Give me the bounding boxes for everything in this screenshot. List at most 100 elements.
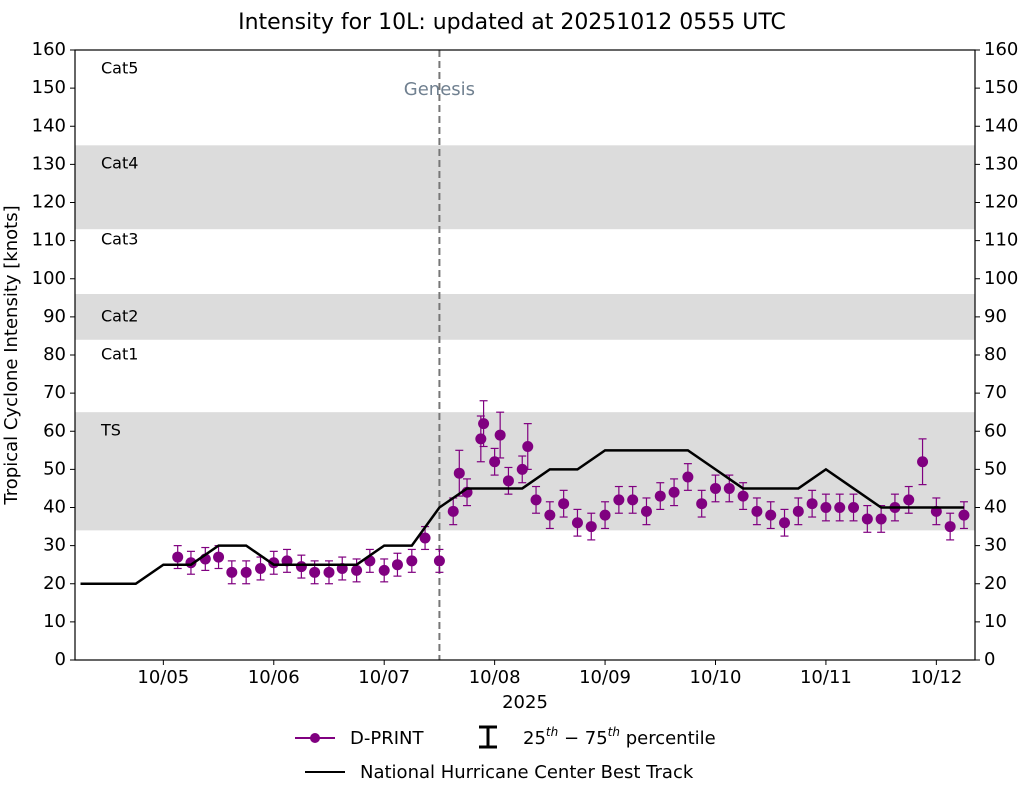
point xyxy=(516,463,528,475)
y2-tick-label: 120 xyxy=(984,192,1018,213)
point xyxy=(613,494,625,506)
point xyxy=(917,456,929,468)
y-tick-label: 110 xyxy=(32,230,66,251)
x-tick-label: 10/10 xyxy=(690,667,742,688)
y2-tick-label: 40 xyxy=(984,497,1007,518)
point xyxy=(494,429,506,441)
point xyxy=(502,475,514,487)
y-tick-label: 10 xyxy=(43,611,66,632)
point xyxy=(737,490,749,502)
point xyxy=(309,566,321,578)
y-tick-label: 60 xyxy=(43,420,66,441)
y-axis-label: Tropical Cyclone Intensity [knots] xyxy=(1,205,22,505)
point xyxy=(958,509,970,521)
category-label: TS xyxy=(100,421,121,440)
point xyxy=(779,517,791,529)
point xyxy=(295,561,307,573)
point xyxy=(723,482,735,494)
x-tick-label: 10/05 xyxy=(137,667,189,688)
y2-tick-label: 160 xyxy=(984,39,1018,60)
point xyxy=(627,494,639,506)
point xyxy=(530,494,542,506)
point xyxy=(447,505,459,517)
y2-tick-label: 130 xyxy=(984,153,1018,174)
point xyxy=(255,563,267,574)
category-label: Cat4 xyxy=(101,154,138,173)
point xyxy=(544,509,556,521)
x-tick-label: 10/07 xyxy=(358,667,410,688)
x-tick-label: 10/12 xyxy=(910,667,962,688)
x-tick-label: 10/11 xyxy=(800,667,852,688)
point xyxy=(875,513,887,525)
point xyxy=(848,502,860,513)
point xyxy=(806,498,818,510)
y-tick-label: 20 xyxy=(43,573,66,594)
category-label: Cat1 xyxy=(101,345,138,364)
point xyxy=(213,551,225,563)
y-tick-label: 130 xyxy=(32,153,66,174)
point xyxy=(903,494,915,506)
y2-tick-label: 0 xyxy=(984,649,995,670)
x-tick-label: 10/08 xyxy=(469,667,521,688)
y-tick-label: 0 xyxy=(55,649,66,670)
point xyxy=(599,509,611,521)
point xyxy=(668,486,680,498)
y-tick-label: 80 xyxy=(43,344,66,365)
point xyxy=(226,566,238,578)
category-label: Cat5 xyxy=(101,59,138,78)
y2-tick-label: 100 xyxy=(984,268,1018,289)
point xyxy=(696,498,708,510)
point xyxy=(558,498,570,510)
point xyxy=(751,505,763,517)
y-tick-label: 40 xyxy=(43,497,66,518)
y2-tick-label: 140 xyxy=(984,115,1018,136)
x-tick-label: 10/06 xyxy=(248,667,300,688)
point xyxy=(792,505,804,517)
point xyxy=(944,521,956,533)
y2-tick-label: 70 xyxy=(984,382,1007,403)
legend-label: 25th − 75th percentile xyxy=(523,725,716,750)
legend-label-part: th xyxy=(608,725,620,739)
point xyxy=(419,532,431,544)
y2-tick-label: 10 xyxy=(984,611,1007,632)
category-label: Cat2 xyxy=(101,307,138,326)
y2-tick-label: 50 xyxy=(984,458,1007,479)
chart-title: Intensity for 10L: updated at 20251012 0… xyxy=(238,10,786,35)
legend-label: National Hurricane Center Best Track xyxy=(360,762,694,783)
point xyxy=(571,517,583,529)
y-tick-label: 160 xyxy=(32,39,66,60)
point xyxy=(172,551,184,563)
legend-label-part: − 75 xyxy=(558,728,607,749)
y2-tick-label: 150 xyxy=(984,77,1018,98)
y-tick-label: 50 xyxy=(43,458,66,479)
legend-label-part: 25 xyxy=(523,728,546,749)
legend-marker xyxy=(310,733,320,743)
point xyxy=(478,418,490,430)
point xyxy=(709,482,721,494)
point xyxy=(861,513,873,525)
legend-label-part: percentile xyxy=(620,728,716,749)
point xyxy=(489,456,501,468)
point xyxy=(765,509,777,521)
point xyxy=(522,441,534,452)
best-track-line xyxy=(80,449,964,585)
y2-tick-label: 80 xyxy=(984,344,1007,365)
y2-tick-label: 60 xyxy=(984,420,1007,441)
legend-label: D-PRINT xyxy=(350,728,424,749)
y-tick-label: 30 xyxy=(43,535,66,556)
point xyxy=(378,564,390,576)
point xyxy=(682,471,694,483)
point xyxy=(654,490,666,502)
y-tick-label: 90 xyxy=(43,306,66,327)
x-tick-label: 10/09 xyxy=(579,667,631,688)
plot-frame xyxy=(74,49,976,661)
y2-tick-label: 20 xyxy=(984,573,1007,594)
y2-tick-label: 110 xyxy=(984,230,1018,251)
category-band xyxy=(75,145,975,230)
y-tick-label: 70 xyxy=(43,382,66,403)
y2-tick-label: 30 xyxy=(984,535,1007,556)
point xyxy=(585,521,597,533)
y-tick-label: 120 xyxy=(32,192,66,213)
point xyxy=(453,467,465,479)
